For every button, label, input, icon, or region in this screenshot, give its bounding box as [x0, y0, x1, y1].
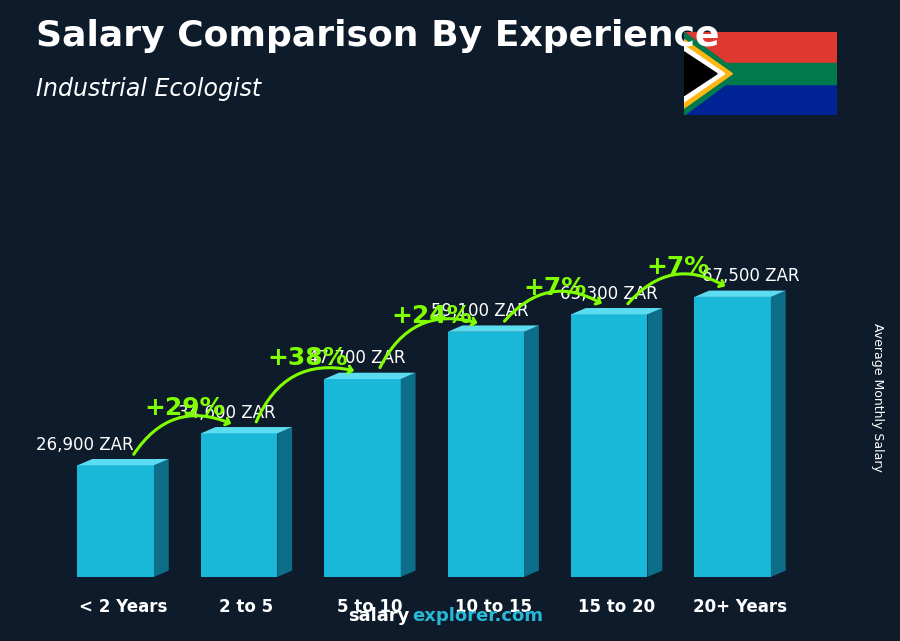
Polygon shape [324, 379, 400, 577]
Text: salary: salary [348, 607, 410, 625]
Text: 2 to 5: 2 to 5 [220, 598, 274, 616]
Text: +29%: +29% [145, 395, 225, 420]
Text: 20+ Years: 20+ Years [693, 598, 787, 616]
Polygon shape [400, 372, 416, 577]
Polygon shape [684, 39, 733, 108]
Polygon shape [77, 459, 169, 465]
Polygon shape [524, 326, 539, 577]
Polygon shape [684, 52, 717, 96]
Text: 15 to 20: 15 to 20 [578, 598, 655, 616]
Text: 59,100 ZAR: 59,100 ZAR [431, 302, 528, 320]
Text: +7%: +7% [647, 254, 710, 279]
Polygon shape [154, 459, 169, 577]
Polygon shape [647, 308, 662, 577]
Text: Average Monthly Salary: Average Monthly Salary [871, 323, 884, 472]
Text: 34,600 ZAR: 34,600 ZAR [178, 404, 275, 422]
Polygon shape [695, 290, 786, 297]
Text: 47,700 ZAR: 47,700 ZAR [308, 349, 405, 367]
Text: < 2 Years: < 2 Years [79, 598, 167, 616]
Polygon shape [684, 32, 740, 115]
Polygon shape [684, 46, 724, 102]
Text: 67,500 ZAR: 67,500 ZAR [702, 267, 800, 285]
Text: Salary Comparison By Experience: Salary Comparison By Experience [36, 19, 719, 53]
Text: 63,300 ZAR: 63,300 ZAR [561, 285, 658, 303]
Polygon shape [77, 465, 154, 577]
Polygon shape [447, 332, 524, 577]
Bar [684, 74, 837, 115]
Text: 5 to 10: 5 to 10 [338, 598, 402, 616]
Bar [684, 63, 837, 84]
Polygon shape [695, 297, 771, 577]
Bar [684, 32, 837, 74]
Polygon shape [447, 326, 539, 332]
Polygon shape [571, 314, 647, 577]
Polygon shape [771, 290, 786, 577]
Text: Industrial Ecologist: Industrial Ecologist [36, 77, 261, 101]
Polygon shape [201, 433, 277, 577]
Text: explorer.com: explorer.com [412, 607, 544, 625]
Text: 10 to 15: 10 to 15 [454, 598, 532, 616]
Text: +7%: +7% [523, 276, 587, 300]
Polygon shape [277, 427, 292, 577]
Text: +38%: +38% [268, 346, 348, 370]
Text: 26,900 ZAR: 26,900 ZAR [36, 436, 134, 454]
Polygon shape [324, 372, 416, 379]
Polygon shape [201, 427, 292, 433]
Text: +24%: +24% [392, 304, 472, 328]
Polygon shape [571, 308, 662, 314]
